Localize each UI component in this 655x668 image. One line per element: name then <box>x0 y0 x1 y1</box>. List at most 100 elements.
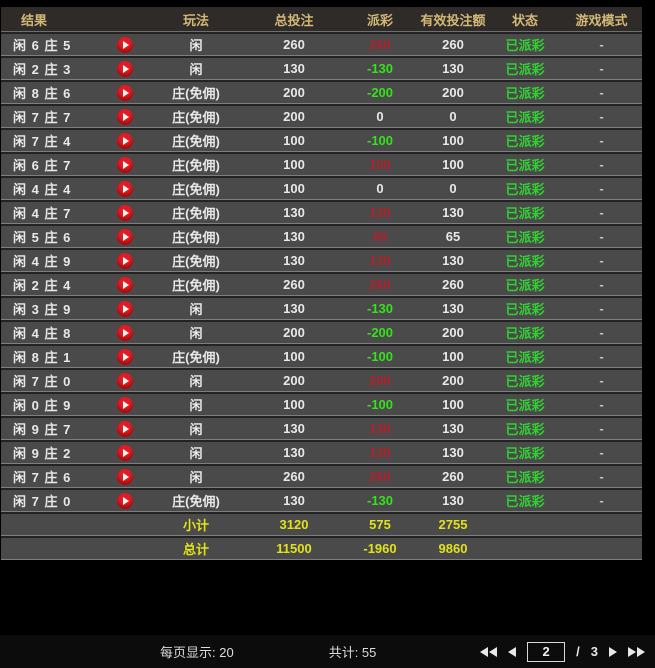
column-header-total-bet: 总投注 <box>245 7 343 32</box>
table-row: 闲 7 庄 6 闲 260 260 260 已派彩 - <box>1 464 642 488</box>
play-triangle-icon <box>123 448 129 457</box>
status-cell: 已派彩 <box>489 296 561 320</box>
play-icon[interactable] <box>117 396 133 413</box>
icon-cell <box>103 56 147 80</box>
play-icon[interactable] <box>117 180 133 197</box>
status-cell: 已派彩 <box>489 56 561 80</box>
subtotal-label: 小计 <box>147 512 245 536</box>
table-row: 闲 6 庄 5 闲 260 260 260 已派彩 - <box>1 32 642 56</box>
play-icon[interactable] <box>117 348 133 365</box>
icon-cell <box>103 80 147 104</box>
play-icon[interactable] <box>117 228 133 245</box>
prev-page-button[interactable] <box>508 645 517 659</box>
table-row: 闲 8 庄 1 庄(免佣) 100 -100 100 已派彩 - <box>1 344 642 368</box>
total-bet-cell: 130 <box>245 248 343 272</box>
play-triangle-icon <box>123 184 129 193</box>
result-cell: 闲 4 庄 7 <box>1 200 103 224</box>
icon-cell <box>103 224 147 248</box>
play-icon[interactable] <box>117 108 133 125</box>
play-icon[interactable] <box>117 444 133 461</box>
total-bet-cell: 200 <box>245 104 343 128</box>
right-triangle-icon <box>609 646 617 657</box>
status-cell: 已派彩 <box>489 368 561 392</box>
table-row: 闲 4 庄 8 闲 200 -200 200 已派彩 - <box>1 320 642 344</box>
subtotal-empty-mode <box>561 512 642 536</box>
play-cell: 庄(免佣) <box>147 128 245 152</box>
valid-bet-cell: 200 <box>417 320 489 344</box>
payout-cell: -130 <box>343 488 417 512</box>
table-row: 闲 4 庄 9 庄(免佣) 130 130 130 已派彩 - <box>1 248 642 272</box>
total-bet-cell: 100 <box>245 176 343 200</box>
valid-bet-cell: 100 <box>417 392 489 416</box>
game-mode-cell: - <box>561 32 642 56</box>
payout-cell: -130 <box>343 56 417 80</box>
table-row: 闲 6 庄 7 庄(免佣) 100 100 100 已派彩 - <box>1 152 642 176</box>
valid-bet-cell: 130 <box>417 416 489 440</box>
game-mode-cell: - <box>561 80 642 104</box>
play-icon[interactable] <box>117 132 133 149</box>
payout-cell: -100 <box>343 344 417 368</box>
play-icon[interactable] <box>117 36 133 53</box>
double-left-triangle-icon <box>489 646 498 657</box>
total-bet-cell: 100 <box>245 128 343 152</box>
play-triangle-icon <box>123 88 129 97</box>
play-icon[interactable] <box>117 324 133 341</box>
game-mode-cell: - <box>561 416 642 440</box>
play-cell: 闲 <box>147 320 245 344</box>
icon-cell <box>103 152 147 176</box>
play-icon[interactable] <box>117 492 133 509</box>
game-mode-cell: - <box>561 272 642 296</box>
total-bet-cell: 100 <box>245 152 343 176</box>
play-cell: 庄(免佣) <box>147 248 245 272</box>
valid-bet-cell: 130 <box>417 296 489 320</box>
play-cell: 闲 <box>147 56 245 80</box>
result-cell: 闲 7 庄 4 <box>1 128 103 152</box>
result-cell: 闲 4 庄 9 <box>1 248 103 272</box>
next-page-button[interactable] <box>609 645 617 659</box>
icon-cell <box>103 32 147 56</box>
double-left-triangle-icon <box>480 646 489 657</box>
total-pages-label: 3 <box>590 644 598 659</box>
subtotal-valid-bet: 2755 <box>417 512 489 536</box>
subtotal-empty-status <box>489 512 561 536</box>
play-icon[interactable] <box>117 420 133 437</box>
play-icon[interactable] <box>117 252 133 269</box>
icon-cell <box>103 104 147 128</box>
play-icon[interactable] <box>117 204 133 221</box>
play-cell: 闲 <box>147 368 245 392</box>
first-page-button[interactable] <box>480 645 498 659</box>
status-cell: 已派彩 <box>489 272 561 296</box>
page-input[interactable] <box>527 641 566 662</box>
payout-cell: -200 <box>343 80 417 104</box>
play-icon[interactable] <box>117 156 133 173</box>
status-cell: 已派彩 <box>489 200 561 224</box>
game-mode-cell: - <box>561 104 642 128</box>
play-icon[interactable] <box>117 60 133 77</box>
icon-cell <box>103 464 147 488</box>
payout-cell: 65 <box>343 224 417 248</box>
payout-cell: 130 <box>343 200 417 224</box>
game-mode-cell: - <box>561 344 642 368</box>
play-icon[interactable] <box>117 372 133 389</box>
total-empty-mode <box>561 536 642 560</box>
total-bet-cell: 130 <box>245 56 343 80</box>
per-page-label: 每页显示: 20 <box>160 645 234 660</box>
total-row: 总计 11500 -1960 9860 <box>1 536 642 560</box>
payout-cell: 200 <box>343 368 417 392</box>
bet-history-table: 结果 玩法 总投注 派彩 有效投注额 状态 游戏模式 闲 6 庄 5 闲 260… <box>1 7 642 560</box>
play-cell: 庄(免佣) <box>147 488 245 512</box>
play-cell: 闲 <box>147 296 245 320</box>
play-icon[interactable] <box>117 300 133 317</box>
result-cell: 闲 8 庄 1 <box>1 344 103 368</box>
icon-cell <box>103 176 147 200</box>
valid-bet-cell: 0 <box>417 176 489 200</box>
pagination-footer: 每页显示: 20 共计: 55 / 3 <box>0 635 655 668</box>
table-row: 闲 9 庄 2 闲 130 130 130 已派彩 - <box>1 440 642 464</box>
total-empty-status <box>489 536 561 560</box>
total-bet-cell: 100 <box>245 392 343 416</box>
last-page-button[interactable] <box>628 645 645 659</box>
play-icon[interactable] <box>117 84 133 101</box>
valid-bet-cell: 65 <box>417 224 489 248</box>
play-icon[interactable] <box>117 468 133 485</box>
play-icon[interactable] <box>117 276 133 293</box>
